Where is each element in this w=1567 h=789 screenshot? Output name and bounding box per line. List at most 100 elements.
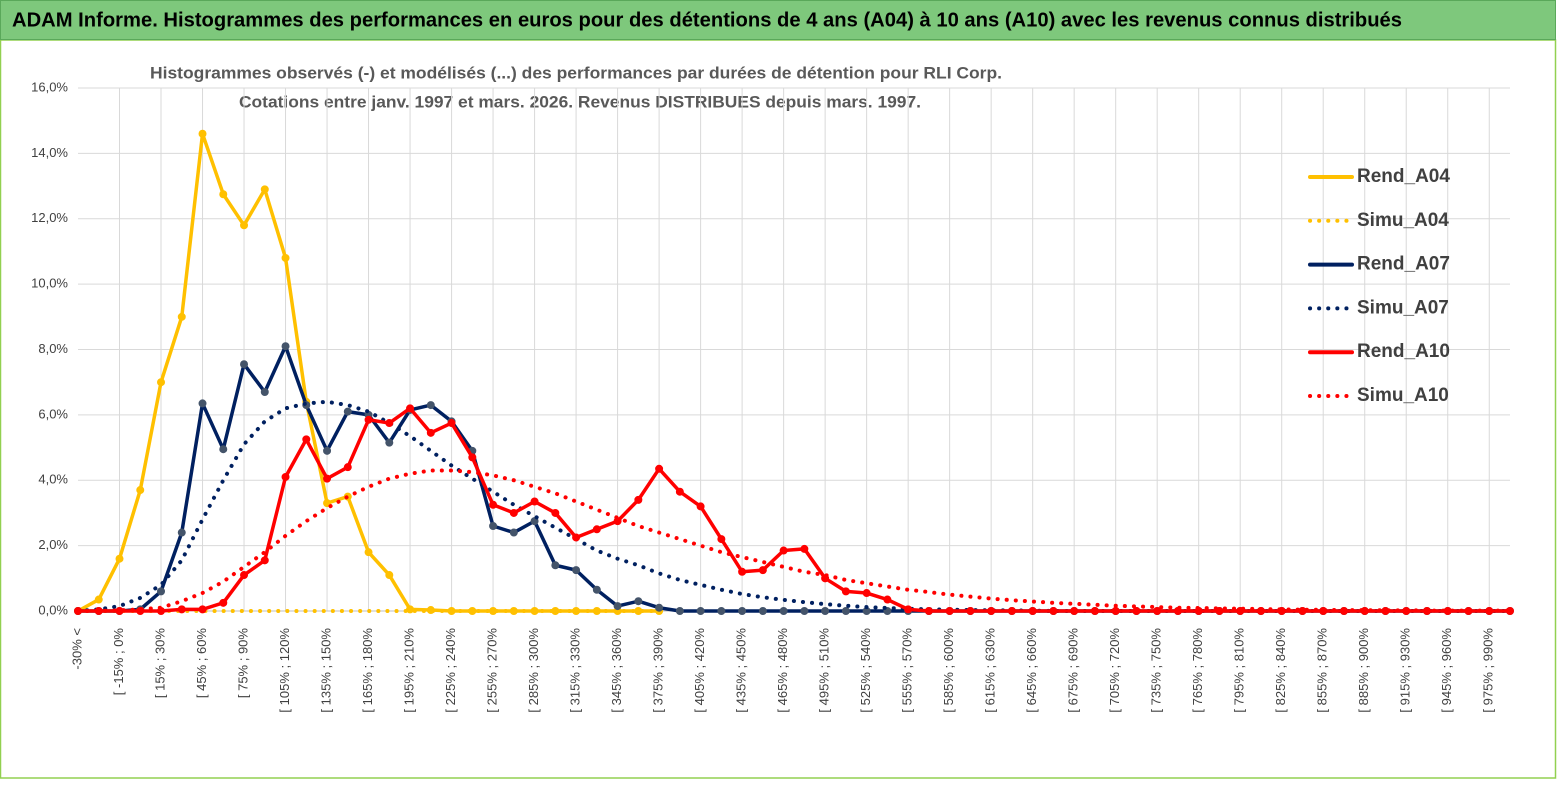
- series-marker: [613, 602, 622, 611]
- x-tick-label: [ 225% ; 240%: [443, 628, 458, 713]
- series-marker: [260, 387, 269, 396]
- y-tick-label: 8,0%: [38, 341, 68, 356]
- series-marker: [489, 522, 498, 531]
- series-marker: [655, 464, 664, 473]
- series-marker: [364, 548, 373, 557]
- series-marker: [530, 517, 539, 526]
- series-marker: [198, 129, 207, 138]
- series-marker: [1132, 607, 1141, 615]
- series-marker: [240, 571, 249, 580]
- x-tick-label: [ 45% ; 60%: [194, 628, 209, 699]
- series-marker: [592, 585, 601, 594]
- series-marker: [592, 525, 601, 534]
- series-marker: [323, 499, 332, 508]
- y-tick-label: 14,0%: [31, 145, 68, 160]
- x-tick-label: [ 135% ; 150%: [318, 628, 333, 713]
- x-tick-label: [ 375% ; 390%: [651, 628, 666, 713]
- x-tick-label: [ 465% ; 480%: [775, 628, 790, 713]
- series-line: [76, 406, 1512, 613]
- series-marker: [634, 597, 643, 606]
- x-tick-label: [ 285% ; 300%: [526, 628, 541, 713]
- y-tick-label: 16,0%: [31, 79, 68, 94]
- series-marker: [904, 605, 913, 614]
- series-marker: [1007, 607, 1016, 615]
- series-marker: [385, 571, 394, 580]
- x-tick-label: [ 315% ; 330%: [568, 628, 583, 713]
- y-tick-label: 4,0%: [38, 472, 68, 487]
- x-tick-label: [ 75% ; 90%: [235, 628, 250, 699]
- series-marker: [240, 221, 249, 230]
- series-marker: [800, 607, 809, 615]
- y-tick-label: 6,0%: [38, 406, 68, 421]
- x-tick-label: [ -15% ; 0%: [111, 628, 126, 696]
- series-marker: [115, 554, 124, 563]
- series-marker: [281, 253, 290, 262]
- x-tick-label: -30% <: [69, 628, 84, 670]
- series-marker: [1090, 607, 1099, 615]
- x-tick-label: [ 855% ; 870%: [1315, 628, 1330, 713]
- series-line: [76, 468, 1512, 613]
- y-tick-label: 12,0%: [31, 210, 68, 225]
- series-marker: [1049, 607, 1058, 615]
- x-tick-label: [ 405% ; 420%: [692, 628, 707, 713]
- series-marker: [136, 486, 145, 495]
- x-tick-label: [ 825% ; 840%: [1273, 628, 1288, 713]
- series-marker: [696, 502, 705, 511]
- series-marker: [385, 419, 394, 428]
- series-marker: [364, 415, 373, 424]
- series-marker: [302, 435, 311, 444]
- x-tick-label: [ 675% ; 690%: [1066, 628, 1081, 713]
- series-marker: [219, 190, 228, 199]
- series-marker: [987, 607, 996, 615]
- series-marker: [177, 605, 186, 614]
- series-marker: [343, 463, 352, 472]
- series-marker: [157, 378, 166, 387]
- series-marker: [509, 508, 518, 517]
- series-marker: [675, 607, 684, 615]
- x-tick-label: [ 885% ; 900%: [1356, 628, 1371, 713]
- chart-subtitle: Cotations entre janv. 1997 et mars. 2026…: [239, 92, 921, 111]
- series-marker: [1111, 607, 1120, 615]
- x-tick-label: [ 945% ; 960%: [1439, 628, 1454, 713]
- legend-label: Simu_A10: [1357, 385, 1449, 406]
- x-tick-label: [ 615% ; 630%: [983, 628, 998, 713]
- series-marker: [1215, 607, 1224, 615]
- x-tick-label: [ 555% ; 570%: [900, 628, 915, 713]
- series-marker: [675, 487, 684, 496]
- series-marker: [281, 472, 290, 481]
- series-marker: [758, 607, 767, 615]
- series-marker: [841, 587, 850, 596]
- series-marker: [551, 561, 560, 570]
- series-marker: [883, 595, 892, 604]
- series-marker: [1153, 607, 1162, 615]
- series-marker: [1028, 607, 1037, 615]
- series-marker: [157, 587, 166, 596]
- series-marker: [924, 607, 933, 615]
- x-tick-label: [ 525% ; 540%: [858, 628, 873, 713]
- x-tick-label: [ 645% ; 660%: [1024, 628, 1039, 713]
- x-tick-label: [ 15% ; 30%: [152, 628, 167, 699]
- series-marker: [800, 544, 809, 553]
- x-tick-label: [ 105% ; 120%: [277, 628, 292, 713]
- series-marker: [1070, 607, 1079, 615]
- series-marker: [551, 508, 560, 517]
- series-marker: [177, 528, 186, 537]
- series-marker: [385, 438, 394, 447]
- series-marker: [281, 342, 290, 351]
- y-tick-label: 10,0%: [31, 276, 68, 291]
- banner-title: ADAM Informe. Histogrammes des performan…: [12, 9, 1402, 31]
- series-marker: [94, 595, 103, 604]
- series-marker: [323, 446, 332, 455]
- series-marker: [468, 453, 477, 462]
- x-tick-label: [ 435% ; 450%: [734, 628, 749, 713]
- x-tick-label: [ 765% ; 780%: [1190, 628, 1205, 713]
- series-marker: [530, 497, 539, 506]
- series-marker: [717, 607, 726, 615]
- series-marker: [945, 607, 954, 615]
- series-marker: [406, 605, 415, 614]
- x-tick-label: [ 795% ; 810%: [1232, 628, 1247, 713]
- series-marker: [634, 495, 643, 504]
- x-tick-label: [ 255% ; 270%: [485, 628, 500, 713]
- x-tick-label: [ 195% ; 210%: [401, 628, 416, 713]
